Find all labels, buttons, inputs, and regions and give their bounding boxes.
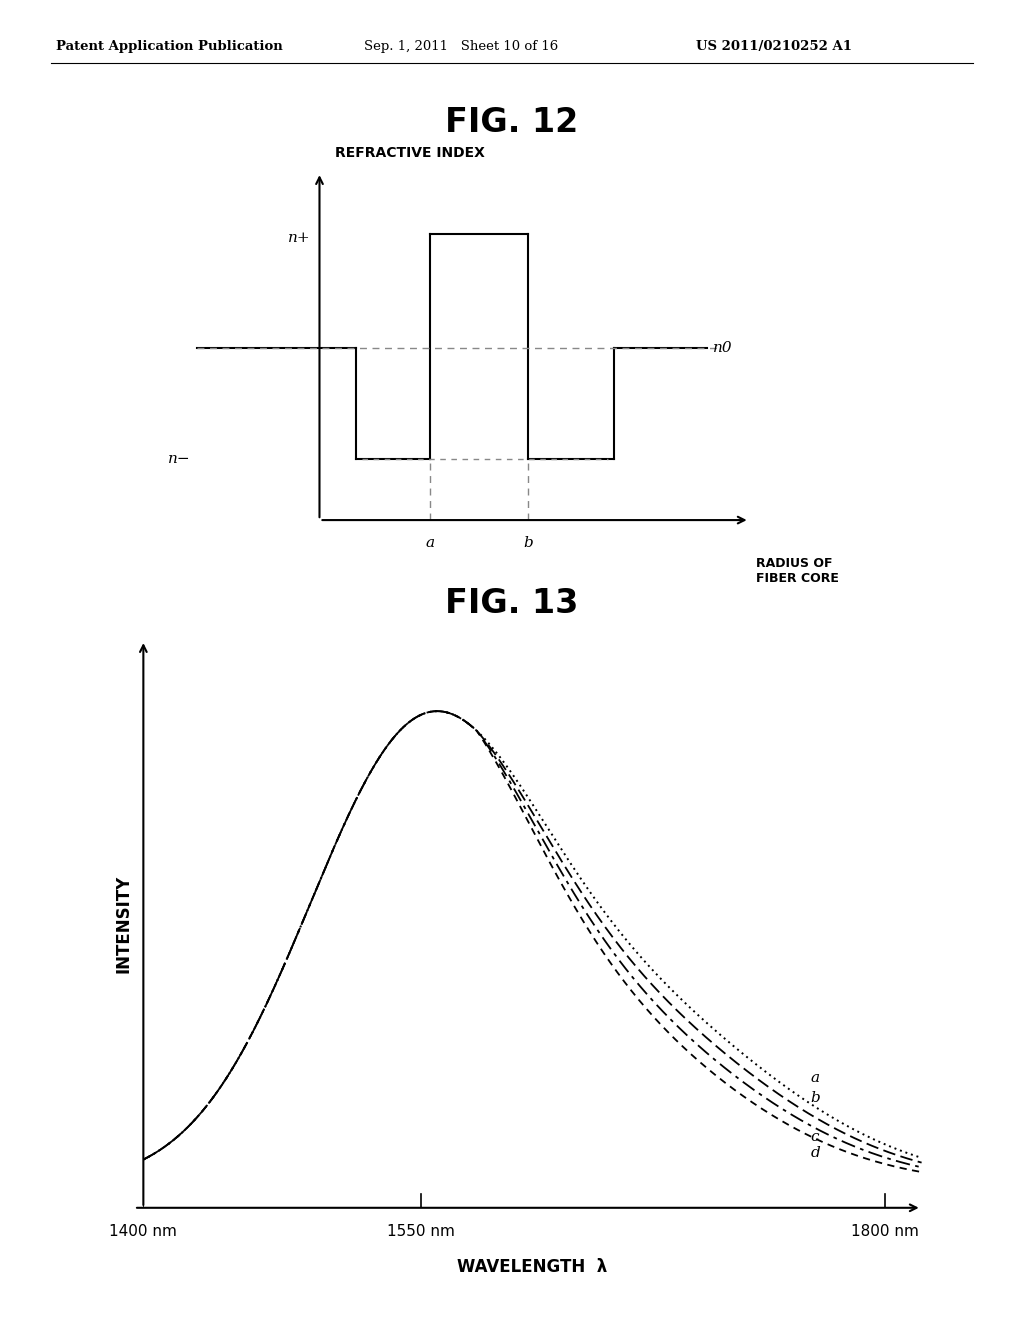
Text: c: c [810, 1130, 819, 1144]
Text: b: b [523, 536, 534, 550]
X-axis label: WAVELENGTH  λ: WAVELENGTH λ [458, 1258, 607, 1276]
Text: n−: n− [168, 451, 190, 466]
Text: b: b [810, 1092, 820, 1105]
Text: US 2011/0210252 A1: US 2011/0210252 A1 [696, 40, 852, 53]
Text: a: a [810, 1072, 819, 1085]
Text: RADIUS OF
FIBER CORE: RADIUS OF FIBER CORE [756, 557, 839, 585]
Text: d: d [810, 1146, 820, 1160]
Text: n+: n+ [288, 231, 310, 244]
Text: Sep. 1, 2011   Sheet 10 of 16: Sep. 1, 2011 Sheet 10 of 16 [364, 40, 558, 53]
Y-axis label: INTENSITY: INTENSITY [115, 875, 132, 973]
Text: FIG. 13: FIG. 13 [445, 587, 579, 620]
Text: REFRACTIVE INDEX: REFRACTIVE INDEX [335, 147, 484, 160]
Text: a: a [426, 536, 434, 550]
Text: FIG. 12: FIG. 12 [445, 106, 579, 139]
Text: Patent Application Publication: Patent Application Publication [56, 40, 283, 53]
Text: n0: n0 [713, 341, 732, 355]
